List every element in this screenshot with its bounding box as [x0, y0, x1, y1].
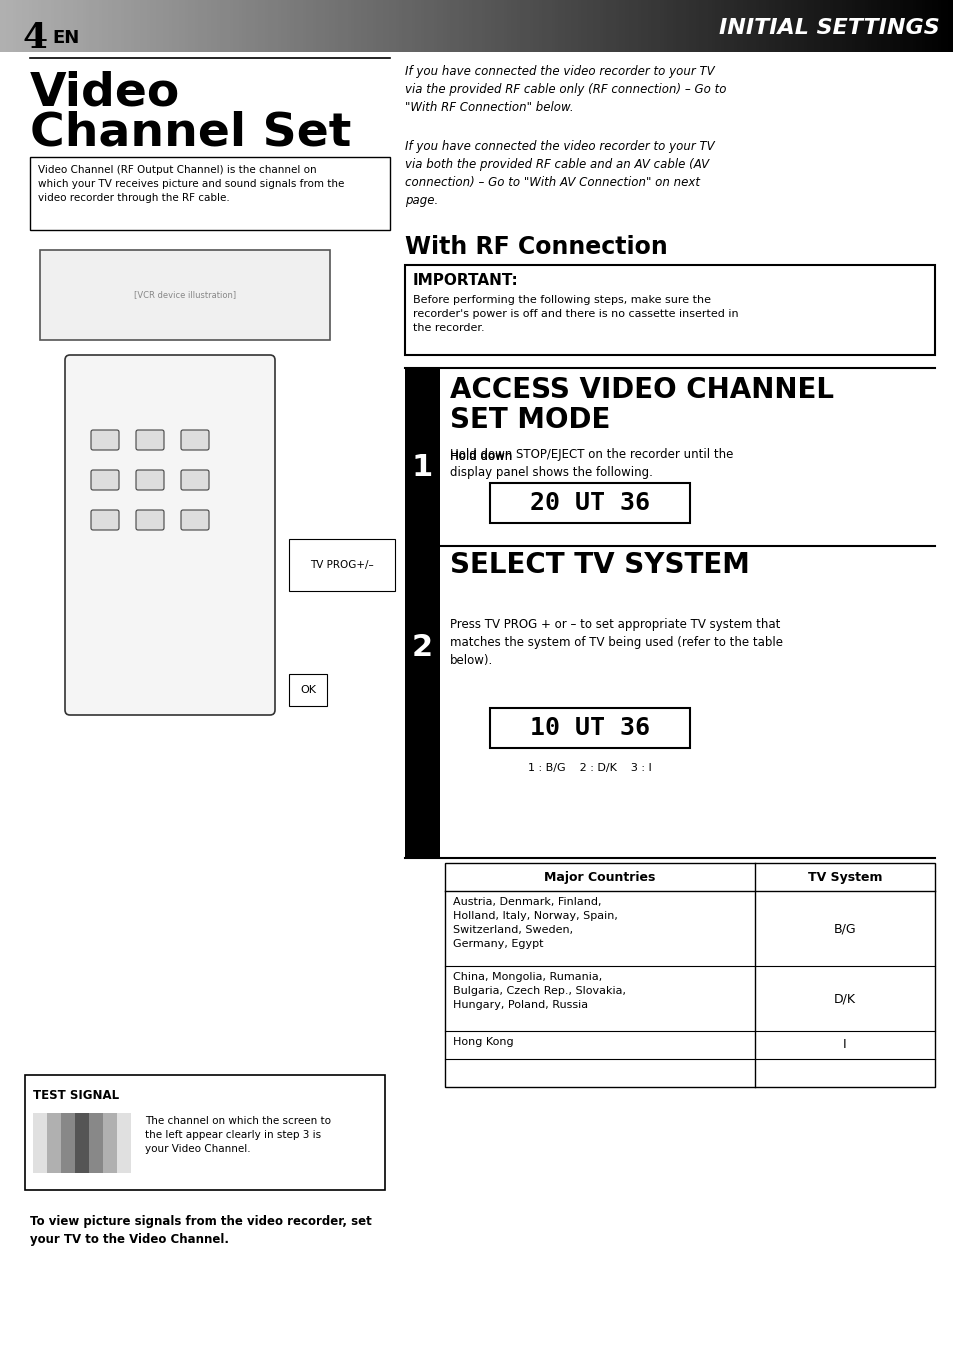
- Text: Hold down STOP/EJECT on the recorder until the
display panel shows the following: Hold down STOP/EJECT on the recorder unt…: [450, 448, 733, 479]
- FancyBboxPatch shape: [136, 430, 164, 451]
- Bar: [405, 368, 439, 858]
- Text: TEST SIGNAL: TEST SIGNAL: [33, 1089, 119, 1102]
- FancyBboxPatch shape: [40, 250, 330, 340]
- FancyBboxPatch shape: [65, 355, 274, 715]
- Bar: [33, 1113, 47, 1174]
- FancyBboxPatch shape: [25, 1075, 385, 1190]
- Text: TV System: TV System: [807, 870, 882, 884]
- Text: With RF Connection: With RF Connection: [405, 235, 667, 259]
- Bar: [61, 1113, 75, 1174]
- Text: 20 UT 36: 20 UT 36: [530, 491, 649, 515]
- Bar: [117, 1113, 131, 1174]
- Text: 10 UT 36: 10 UT 36: [530, 716, 649, 741]
- Text: 4: 4: [22, 22, 47, 55]
- Text: [VCR device illustration]: [VCR device illustration]: [133, 290, 235, 299]
- Text: Hong Kong: Hong Kong: [453, 1037, 513, 1047]
- FancyBboxPatch shape: [490, 708, 689, 747]
- Bar: [47, 1113, 61, 1174]
- FancyBboxPatch shape: [91, 469, 119, 490]
- Text: Channel Set: Channel Set: [30, 111, 351, 155]
- Text: INITIAL SETTINGS: INITIAL SETTINGS: [719, 18, 939, 38]
- FancyBboxPatch shape: [91, 430, 119, 451]
- Text: Press TV PROG + or – to set appropriate TV system that
matches the system of TV : Press TV PROG + or – to set appropriate …: [450, 618, 782, 666]
- FancyBboxPatch shape: [181, 469, 209, 490]
- Text: Hold down: Hold down: [450, 451, 516, 463]
- Text: D/K: D/K: [833, 992, 855, 1005]
- Text: 2: 2: [412, 634, 433, 662]
- Text: If you have connected the video recorder to your TV
via the provided RF cable on: If you have connected the video recorder…: [405, 65, 726, 115]
- FancyBboxPatch shape: [91, 510, 119, 530]
- Text: Major Countries: Major Countries: [544, 870, 655, 884]
- FancyBboxPatch shape: [490, 483, 689, 523]
- FancyBboxPatch shape: [181, 430, 209, 451]
- FancyBboxPatch shape: [30, 156, 390, 229]
- Text: Austria, Denmark, Finland,
Holland, Italy, Norway, Spain,
Switzerland, Sweden,
G: Austria, Denmark, Finland, Holland, Ital…: [453, 897, 618, 948]
- Text: I: I: [842, 1039, 846, 1051]
- Text: IMPORTANT:: IMPORTANT:: [413, 272, 518, 287]
- Text: If you have connected the video recorder to your TV
via both the provided RF cab: If you have connected the video recorder…: [405, 140, 714, 206]
- Text: Video Channel (RF Output Channel) is the channel on
which your TV receives pictu: Video Channel (RF Output Channel) is the…: [38, 165, 344, 202]
- Text: Hold down: Hold down: [450, 451, 516, 463]
- Text: The channel on which the screen to
the left appear clearly in step 3 is
your Vid: The channel on which the screen to the l…: [145, 1116, 331, 1153]
- Bar: [75, 1113, 89, 1174]
- Text: B/G: B/G: [833, 921, 856, 935]
- Text: OK: OK: [299, 685, 315, 695]
- Text: Before performing the following steps, make sure the
recorder's power is off and: Before performing the following steps, m…: [413, 295, 738, 333]
- FancyBboxPatch shape: [181, 510, 209, 530]
- FancyBboxPatch shape: [405, 264, 934, 355]
- Bar: [89, 1113, 103, 1174]
- Text: TV PROG+/–: TV PROG+/–: [310, 560, 374, 571]
- Text: ACCESS VIDEO CHANNEL: ACCESS VIDEO CHANNEL: [450, 376, 833, 403]
- FancyBboxPatch shape: [136, 510, 164, 530]
- Text: China, Mongolia, Rumania,
Bulgaria, Czech Rep., Slovakia,
Hungary, Poland, Russi: China, Mongolia, Rumania, Bulgaria, Czec…: [453, 973, 625, 1010]
- Text: EN: EN: [52, 28, 79, 47]
- FancyBboxPatch shape: [444, 863, 934, 1087]
- Text: 1: 1: [412, 453, 433, 483]
- Text: SELECT TV SYSTEM: SELECT TV SYSTEM: [450, 550, 749, 579]
- Text: To view picture signals from the video recorder, set
your TV to the Video Channe: To view picture signals from the video r…: [30, 1215, 372, 1246]
- FancyBboxPatch shape: [136, 469, 164, 490]
- Text: SET MODE: SET MODE: [450, 406, 610, 434]
- Text: 1 : B/G    2 : D/K    3 : I: 1 : B/G 2 : D/K 3 : I: [528, 764, 651, 773]
- Bar: [103, 1113, 117, 1174]
- Text: Video: Video: [30, 70, 180, 115]
